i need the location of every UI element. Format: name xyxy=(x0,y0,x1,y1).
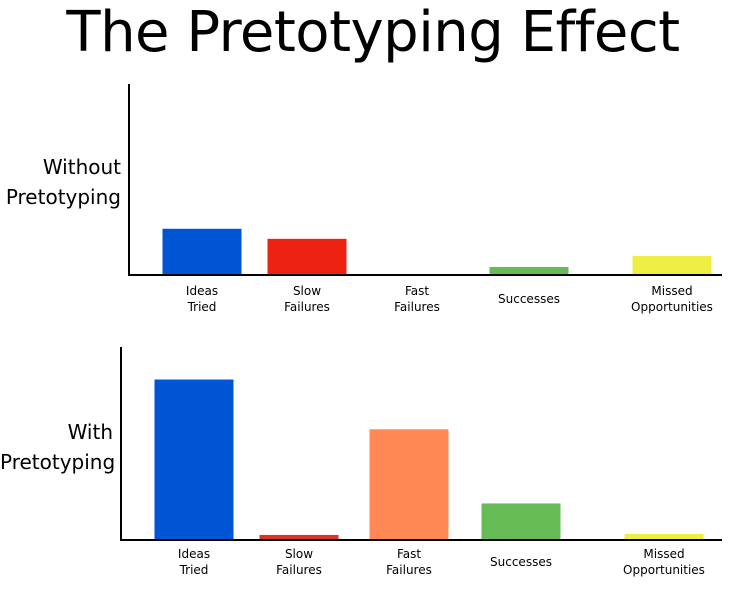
x-tick-label: Fast xyxy=(405,284,429,298)
bar xyxy=(489,266,569,274)
bar xyxy=(624,533,704,539)
row-label-line: Pretotyping xyxy=(5,185,121,209)
row-label-line: Pretotyping xyxy=(0,450,116,474)
x-tick-label: Opportunities xyxy=(631,300,713,314)
x-tick-label: Failures xyxy=(394,300,440,314)
x-tick-label: Slow xyxy=(285,547,313,561)
bar xyxy=(267,238,347,274)
x-tick-label: Successes xyxy=(490,555,552,569)
bar xyxy=(162,228,242,274)
x-tick-label: Tried xyxy=(179,563,209,577)
x-tick-label: Opportunities xyxy=(623,563,705,577)
bar xyxy=(259,534,339,539)
bar xyxy=(632,255,712,274)
x-tick-label: Tried xyxy=(187,300,217,314)
x-tick-label: Failures xyxy=(284,300,330,314)
row-label-line: With xyxy=(67,420,113,444)
bar xyxy=(154,379,234,539)
x-tick-label: Failures xyxy=(386,563,432,577)
x-tick-label: Missed xyxy=(651,284,692,298)
x-tick-label: Ideas xyxy=(186,284,218,298)
bar xyxy=(481,503,561,539)
x-tick-label: Missed xyxy=(643,547,684,561)
row-label-line: Without xyxy=(42,155,121,179)
chart-title: The Pretotyping Effect xyxy=(66,0,680,65)
row-label-without: Without Pretotyping xyxy=(0,152,121,212)
bar xyxy=(369,429,449,539)
x-tick-label: Successes xyxy=(498,292,560,306)
x-tick-label: Fast xyxy=(397,547,421,561)
x-tick-label: Slow xyxy=(293,284,321,298)
x-tick-label: Ideas xyxy=(178,547,210,561)
x-tick-label: Failures xyxy=(276,563,322,577)
row-label-with: With Pretotyping xyxy=(0,417,116,477)
